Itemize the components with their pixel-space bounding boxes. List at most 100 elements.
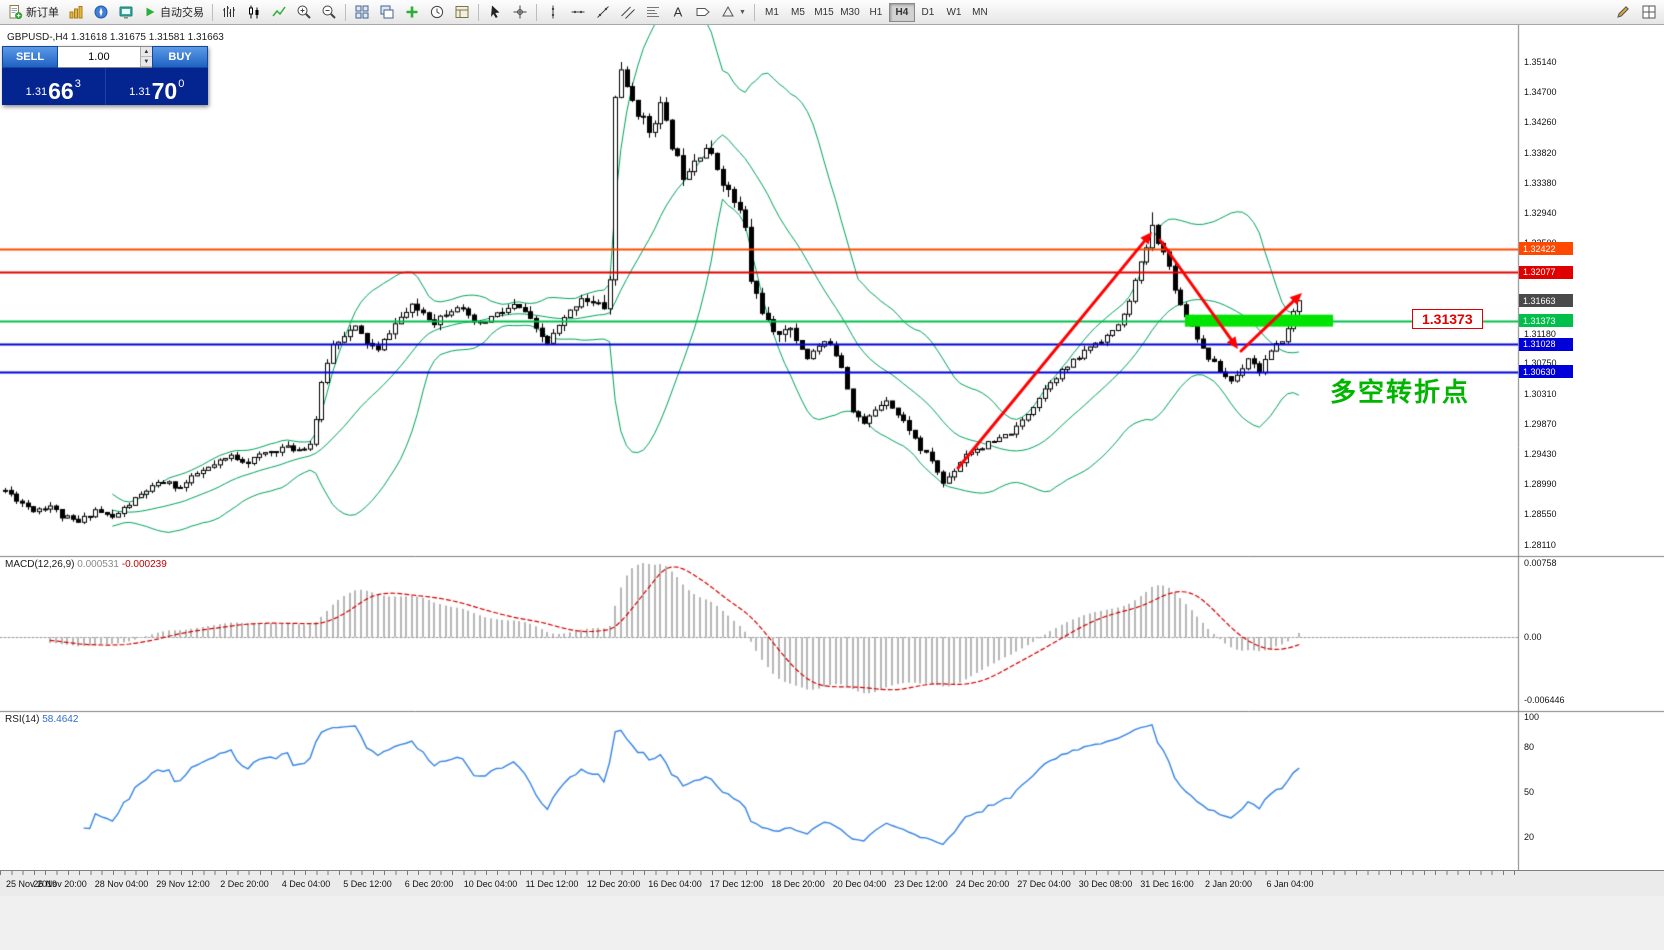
- toolbar-separator: [345, 3, 346, 21]
- cursor-tool-button[interactable]: [483, 2, 507, 23]
- vertical-line-icon: [545, 4, 561, 20]
- bar-chart-icon: [221, 4, 237, 20]
- timeframe-button-m30[interactable]: M30: [840, 6, 860, 18]
- time-tick-label: 12 Dec 20:00: [586, 879, 641, 889]
- tile-windows-icon: [354, 4, 370, 20]
- horizontal-line-tool-button[interactable]: [566, 2, 590, 23]
- label-icon: [695, 4, 711, 20]
- toolbar-separator: [478, 3, 479, 21]
- timeframe-button-d1[interactable]: D1: [921, 6, 935, 18]
- timeframe-button-w1[interactable]: W1: [946, 6, 962, 18]
- time-tick-label: 25 Nov 2019: [6, 879, 58, 889]
- time-tick-label: 4 Dec 04:00: [281, 879, 331, 889]
- pencil-icon: [1615, 4, 1631, 20]
- navigator-icon: [93, 4, 109, 20]
- shapes-dropdown-button[interactable]: ▼: [716, 2, 750, 23]
- time-tick-label: 30 Dec 08:00: [1078, 879, 1133, 889]
- market-watch-icon: [68, 4, 84, 20]
- cursor-icon: [487, 4, 503, 20]
- timeframe-button-h4[interactable]: H4: [888, 2, 915, 22]
- layout-grid-icon: [1641, 4, 1657, 20]
- new-order-button[interactable]: 新订单: [3, 2, 63, 23]
- terminal-icon: [118, 4, 134, 20]
- toolbar-separator: [753, 3, 755, 21]
- market-watch-button[interactable]: [64, 2, 88, 23]
- candlestick-mode-button[interactable]: [242, 2, 266, 23]
- buy-price[interactable]: 1.31 70 0: [106, 68, 209, 105]
- navigator-button[interactable]: [89, 2, 113, 23]
- timeframe-button-m1[interactable]: M1: [764, 6, 779, 18]
- buy-price-pips: 70: [151, 78, 178, 104]
- tile-windows-button[interactable]: [350, 2, 374, 23]
- time-tick-label: 26 Nov 20:00: [33, 879, 87, 889]
- lot-decrease-button[interactable]: ▼: [140, 57, 152, 67]
- candlestick-icon: [246, 4, 262, 20]
- cascade-windows-button[interactable]: [375, 2, 399, 23]
- time-tick-label: 5 Dec 12:00: [343, 879, 392, 889]
- timeframe-button-m15[interactable]: M15: [814, 6, 834, 18]
- auto-trading-label: 自动交易: [160, 7, 204, 19]
- buy-button[interactable]: BUY: [152, 46, 208, 68]
- template-icon: [454, 4, 470, 20]
- lot-size-input[interactable]: [58, 47, 140, 67]
- timeframe-button-m5[interactable]: M5: [790, 6, 805, 18]
- time-tick-label: 11 Dec 12:00: [525, 879, 579, 889]
- text-tool-button[interactable]: A: [666, 2, 690, 23]
- templates-button[interactable]: [450, 2, 474, 23]
- line-chart-mode-button[interactable]: [267, 2, 291, 23]
- time-tick-label: 24 Dec 20:00: [955, 879, 1010, 889]
- chart-region: GBPUSD-,H4 1.31618 1.31675 1.31581 1.316…: [0, 25, 1664, 950]
- zoom-in-button[interactable]: [292, 2, 316, 23]
- sell-price-pips: 66: [48, 78, 74, 104]
- time-tick-label: 16 Dec 04:00: [648, 879, 702, 889]
- main-toolbar: 新订单 自动交易: [0, 0, 1664, 25]
- auto-trading-button[interactable]: 自动交易: [139, 2, 208, 23]
- crosshair-icon: [512, 4, 528, 20]
- timeframe-toolbar: M1 M5 M15 M30 H1 H4 D1 W1 MN: [759, 2, 993, 22]
- time-tick-label: 27 Dec 04:00: [1017, 879, 1071, 889]
- horizontal-line-icon: [570, 4, 586, 20]
- toolbar-separator: [212, 3, 213, 21]
- edit-chart-button[interactable]: [1611, 2, 1635, 23]
- fibonacci-icon: [645, 4, 661, 20]
- toolbar-separator: [536, 3, 537, 21]
- sell-price-point: 3: [74, 78, 81, 90]
- channel-tool-button[interactable]: [616, 2, 640, 23]
- periods-button[interactable]: [425, 2, 449, 23]
- line-chart-icon: [271, 4, 287, 20]
- timeframe-button-h1[interactable]: H1: [869, 6, 883, 18]
- clock-icon: [429, 4, 445, 20]
- time-tick-label: 2 Dec 20:00: [220, 879, 269, 889]
- sell-button[interactable]: SELL: [2, 46, 58, 68]
- crosshair-tool-button[interactable]: [508, 2, 532, 23]
- equidistant-channel-icon: [620, 4, 636, 20]
- vertical-line-tool-button[interactable]: [541, 2, 565, 23]
- trendline-tool-button[interactable]: [591, 2, 615, 23]
- lot-increase-button[interactable]: ▲: [140, 47, 152, 57]
- new-order-icon: [7, 4, 23, 20]
- time-tick-label: 6 Jan 04:00: [1266, 879, 1314, 889]
- zoom-in-icon: [296, 4, 312, 20]
- one-click-trading-panel: SELL ▲ ▼ BUY 1.31 66 3 1.31 70 0: [2, 46, 208, 105]
- svg-text:A: A: [674, 5, 683, 20]
- layout-button[interactable]: [1637, 2, 1661, 23]
- sell-price-base: 1.31: [25, 86, 48, 98]
- bar-chart-mode-button[interactable]: [217, 2, 241, 23]
- time-tick-label: 10 Dec 04:00: [463, 879, 518, 889]
- zoom-out-button[interactable]: [317, 2, 341, 23]
- chart-canvas[interactable]: [0, 25, 1664, 870]
- chevron-down-icon: ▼: [739, 8, 746, 16]
- label-tool-button[interactable]: [691, 2, 715, 23]
- sell-price[interactable]: 1.31 66 3: [2, 68, 106, 105]
- time-tick-label: 17 Dec 12:00: [709, 879, 764, 889]
- time-axis[interactable]: 25 Nov 2019 26 Nov 20:00 28 Nov 04:00 29 No…: [0, 870, 1664, 896]
- time-tick-label: 6 Dec 20:00: [404, 879, 454, 889]
- timeframe-button-mn[interactable]: MN: [972, 6, 988, 18]
- time-tick-label: 18 Dec 20:00: [771, 879, 825, 889]
- time-tick-label: 20 Dec 04:00: [832, 879, 887, 889]
- time-tick-label: 29 Nov 12:00: [156, 879, 210, 889]
- zoom-out-icon: [321, 4, 337, 20]
- terminal-button[interactable]: [114, 2, 138, 23]
- fibonacci-tool-button[interactable]: [641, 2, 665, 23]
- add-indicator-button[interactable]: [400, 2, 424, 23]
